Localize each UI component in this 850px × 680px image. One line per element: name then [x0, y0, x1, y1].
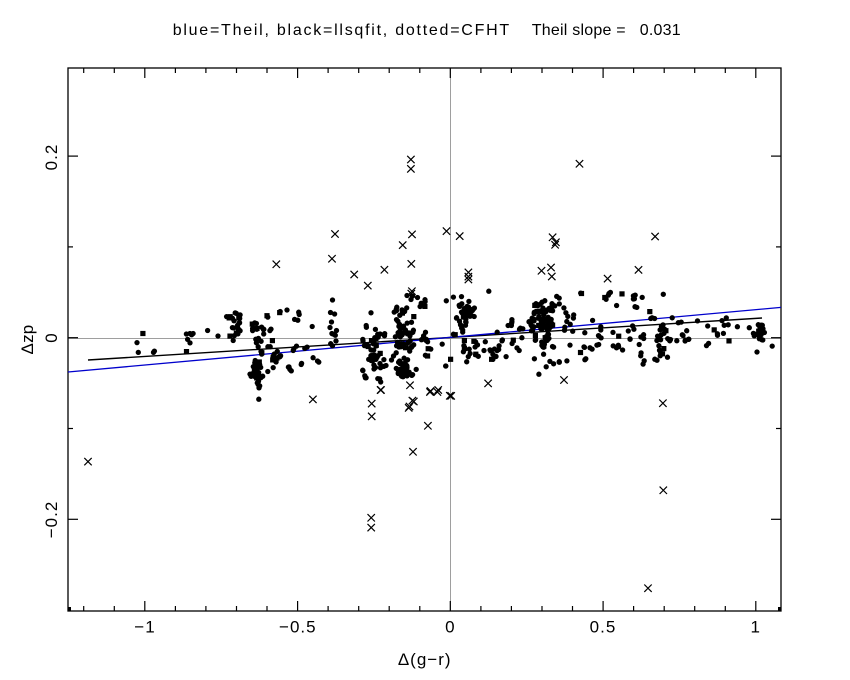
svg-text:0: 0: [445, 618, 455, 637]
svg-text:Δ(g−r): Δ(g−r): [398, 650, 452, 669]
svg-text:−1: −1: [134, 618, 155, 637]
svg-text:1: 1: [750, 618, 760, 637]
svg-text:0.2: 0.2: [42, 144, 61, 171]
svg-text:−0.5: −0.5: [279, 618, 317, 637]
svg-text:0: 0: [42, 332, 61, 342]
svg-text:0.5: 0.5: [590, 618, 617, 637]
svg-text:Δzp: Δzp: [18, 325, 37, 355]
svg-text:−0.2: −0.2: [42, 501, 61, 539]
svg-text:blue=Theil, black=llsqfit, dot: blue=Theil, black=llsqfit, dotted=CFHT: [173, 22, 510, 39]
svg-text:Theil slope = 0.031: Theil slope = 0.031: [532, 22, 681, 39]
